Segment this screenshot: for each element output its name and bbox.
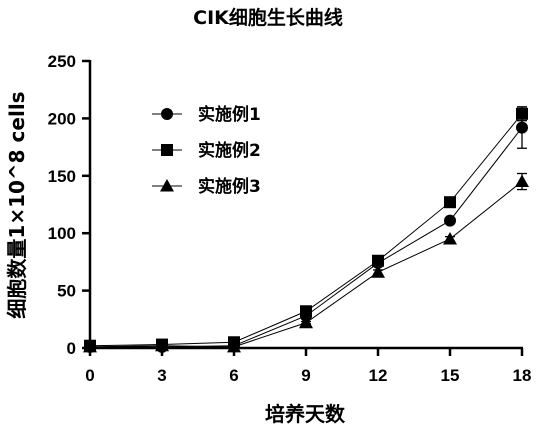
data-point: [515, 174, 529, 188]
y-axis-label: 细胞数量1×10^8 cells: [5, 91, 29, 318]
x-tick-label: 6: [229, 366, 238, 385]
data-point: [371, 265, 385, 278]
data-point: [299, 315, 313, 329]
legend-marker: [161, 144, 173, 156]
x-tick-label: 3: [157, 366, 166, 385]
data-point: [516, 121, 528, 134]
legend-label: 实施例2: [198, 140, 261, 161]
legend-item-2: 实施例2: [152, 140, 261, 161]
y-tick-label: 0: [67, 339, 76, 358]
y-tick-label: 250: [48, 52, 76, 71]
chart-title: CIK细胞生长曲线: [193, 6, 343, 29]
data-point: [516, 107, 528, 120]
y-tick-label: 150: [48, 167, 76, 186]
data-point: [227, 339, 241, 353]
x-tick-label: 9: [301, 366, 310, 385]
x-axis-label: 培养天数: [265, 402, 346, 426]
legend: 实施例1 实施例2 实施例3: [152, 104, 261, 197]
legend-item-3: 实施例3: [152, 176, 261, 197]
y-tick-label: 50: [57, 282, 76, 301]
y-tick-label: 100: [48, 224, 76, 243]
x-tick-label: 12: [369, 366, 388, 385]
legend-label: 实施例3: [198, 176, 261, 197]
legend-marker: [161, 108, 173, 120]
series-3: [83, 172, 529, 353]
legend-marker: [160, 179, 174, 192]
data-point: [300, 305, 312, 318]
x-tick-label: 0: [85, 366, 94, 385]
x-tick-label: 18: [513, 366, 532, 385]
data-point: [444, 196, 456, 209]
data-point: [372, 254, 384, 267]
legend-label: 实施例1: [198, 104, 261, 125]
data-point: [155, 338, 169, 352]
legend-item-1: 实施例1: [152, 104, 261, 125]
y-tick-label: 200: [48, 109, 76, 128]
x-tick-label: 15: [441, 366, 460, 385]
data-point: [83, 339, 97, 353]
data-point: [443, 231, 457, 245]
data-point: [444, 214, 456, 227]
axes: 0 50 100 150 200 250 0 3 6 9 12 15 18: [48, 52, 532, 385]
series-layer: [83, 106, 529, 353]
